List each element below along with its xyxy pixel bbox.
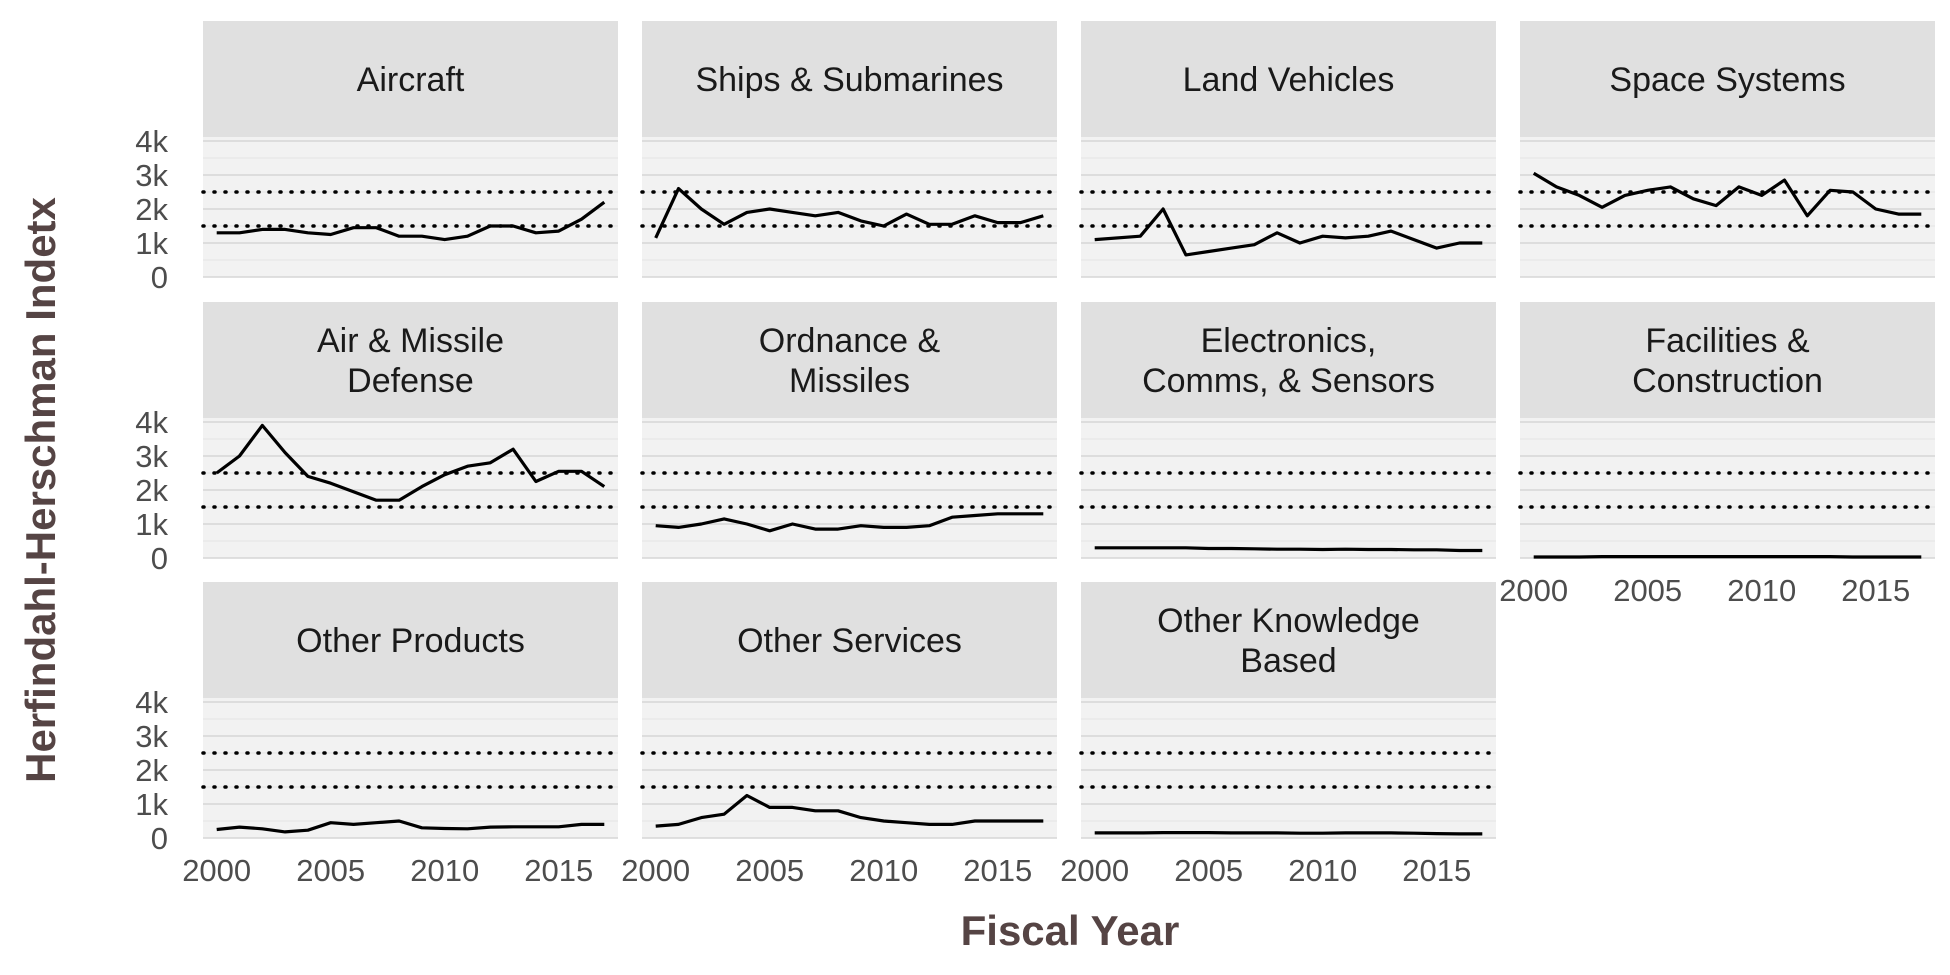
y-tick-label: 1k	[135, 507, 168, 542]
series-line	[655, 793, 1044, 828]
panel-ships-and-submarines: Ships & Submarines	[640, 21, 1059, 278]
strip-title: Aircraft	[357, 61, 465, 99]
strip-bg	[642, 302, 1057, 418]
x-tick-label: 2010	[410, 853, 479, 888]
x-tick-label: 2015	[1841, 573, 1910, 608]
y-tick-label: 0	[151, 541, 168, 576]
strip-title: Other Knowledge	[1157, 602, 1420, 640]
strip-bg	[642, 582, 1057, 698]
y-tick-label: 4k	[135, 124, 168, 159]
strip-title: Air & Missile	[317, 322, 504, 360]
x-tick-label: 2010	[849, 853, 918, 888]
panel-land-vehicles: Land Vehicles	[1079, 21, 1498, 278]
x-axis-title: Fiscal Year	[961, 907, 1180, 954]
plot-bg	[1520, 418, 1935, 558]
strip-title: Facilities &	[1645, 322, 1810, 360]
series-line	[655, 512, 1044, 533]
plot-bg	[203, 418, 618, 558]
strip-bg	[1081, 21, 1496, 137]
y-tick-label: 3k	[135, 439, 168, 474]
plot-bg	[642, 137, 1057, 277]
strip-title: Defense	[347, 362, 474, 400]
y-tick-label: 3k	[135, 158, 168, 193]
strip-title: Space Systems	[1609, 61, 1845, 99]
x-tick-label: 2005	[1613, 573, 1682, 608]
plot-bg	[1520, 137, 1935, 277]
strip-bg	[1520, 21, 1935, 137]
strip-bg	[1081, 302, 1496, 418]
plot-bg	[1081, 418, 1496, 558]
series-line	[1094, 831, 1483, 836]
strip-title: Other Services	[737, 622, 962, 660]
strip-bg	[203, 302, 618, 418]
y-tick-label: 0	[151, 821, 168, 856]
plot-bg	[1081, 698, 1496, 838]
y-tick-label: 0	[151, 260, 168, 295]
plot-bg	[1081, 137, 1496, 277]
series-line	[1094, 546, 1483, 553]
y-tick-label: 3k	[135, 719, 168, 754]
strip-title: Construction	[1632, 362, 1823, 400]
x-tick-label: 2000	[1499, 573, 1568, 608]
strip-title: Missiles	[789, 362, 910, 400]
y-tick-label: 4k	[135, 685, 168, 720]
strip-bg	[1520, 302, 1935, 418]
y-tick-label: 1k	[135, 226, 168, 261]
y-axis-title: Herfindahl-Herschman Indetx	[17, 196, 64, 782]
series-line	[216, 819, 605, 834]
y-tick-label: 2k	[135, 753, 168, 788]
strip-title: Other Products	[296, 622, 525, 660]
plot-bg	[203, 137, 618, 277]
panel-other-services: Other Services 2000 2005 2010 2015	[621, 582, 1059, 888]
x-tick-label: 2000	[182, 853, 251, 888]
strip-bg	[203, 582, 618, 698]
plot-bg	[203, 698, 618, 838]
series-line	[215, 423, 606, 502]
series-line	[1532, 171, 1922, 218]
strip-title: Ordnance &	[759, 322, 941, 360]
strip-bg	[642, 21, 1057, 137]
plot-bg	[642, 418, 1057, 558]
strip-bg	[1081, 582, 1496, 698]
x-tick-label: 2005	[1174, 853, 1243, 888]
x-tick-label: 2015	[524, 853, 593, 888]
strip-title: Electronics,	[1201, 322, 1377, 360]
strip-title: Based	[1240, 642, 1336, 680]
strip-title: Ships & Submarines	[695, 61, 1003, 99]
x-tick-label: 2005	[735, 853, 804, 888]
x-tick-label: 2000	[1060, 853, 1129, 888]
x-tick-label: 2015	[1402, 853, 1471, 888]
panel-facilities-and-construction: Facilities &Construction 2000 2005 2010 2015	[1499, 302, 1937, 608]
strip-bg	[203, 21, 618, 137]
y-tick-label: 2k	[135, 473, 168, 508]
panel-ordnance-and-missiles: Ordnance &Missiles	[640, 302, 1059, 559]
x-tick-label: 2010	[1727, 573, 1796, 608]
x-tick-label: 2015	[963, 853, 1032, 888]
series-line	[216, 200, 606, 242]
panel-space-systems: Space Systems	[1518, 21, 1937, 278]
x-tick-label: 2010	[1288, 853, 1357, 888]
series-line	[654, 187, 1044, 239]
strip-title: Land Vehicles	[1183, 61, 1395, 99]
y-tick-label: 1k	[135, 787, 168, 822]
strip-title: Comms, & Sensors	[1142, 362, 1435, 400]
x-tick-label: 2000	[621, 853, 690, 888]
x-tick-label: 2005	[296, 853, 365, 888]
y-tick-label: 4k	[135, 405, 168, 440]
y-tick-label: 2k	[135, 192, 168, 227]
series-line	[1094, 207, 1483, 257]
panel-electronics-comms-and-sensors: Electronics,Comms, & Sensors	[1079, 302, 1498, 559]
